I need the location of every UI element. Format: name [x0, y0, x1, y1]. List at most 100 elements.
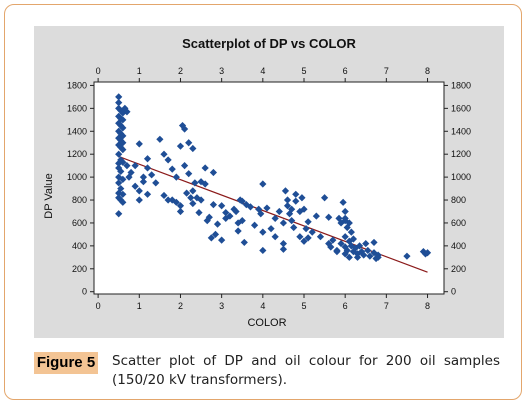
data-point — [189, 199, 197, 208]
data-point — [304, 234, 312, 242]
data-point — [345, 253, 353, 261]
data-point — [189, 187, 197, 195]
data-point — [275, 207, 283, 216]
y-tick-label-right: 0 — [451, 287, 456, 297]
x-tick-label-top: 4 — [260, 66, 265, 76]
data-point — [341, 207, 349, 216]
data-point — [115, 210, 123, 218]
x-tick-label: 1 — [137, 301, 142, 311]
data-point — [135, 140, 143, 148]
data-point — [423, 249, 432, 257]
x-tick-label: 4 — [260, 301, 265, 311]
x-tick-label-top: 0 — [96, 66, 101, 76]
data-point — [125, 173, 133, 181]
chart-panel: Scatterplot of DP vs COLOR COLOR DP Valu… — [34, 26, 504, 338]
data-point — [329, 236, 337, 244]
data-point — [349, 235, 358, 243]
data-point — [298, 194, 306, 202]
data-point — [156, 135, 164, 143]
data-point — [197, 196, 205, 204]
data-point — [135, 187, 143, 195]
data-point — [281, 187, 290, 195]
data-point — [135, 196, 143, 204]
data-point — [183, 189, 191, 197]
y-tick-label: 0 — [82, 287, 87, 297]
figure-caption: Figure 5 Scatter plot of DP and oil colo… — [34, 352, 504, 394]
data-point — [143, 155, 152, 163]
data-point — [226, 212, 234, 220]
y-tick-label: 400 — [72, 241, 87, 251]
x-axis-label: COLOR — [247, 317, 286, 329]
data-point — [285, 210, 294, 218]
data-point — [349, 248, 358, 256]
data-point — [117, 167, 125, 175]
data-point — [320, 194, 329, 202]
data-point — [191, 179, 199, 187]
data-point — [187, 194, 195, 202]
y-tick-label-right: 600 — [451, 218, 466, 228]
y-tick-label-right: 400 — [451, 241, 466, 251]
y-tick-label: 1400 — [67, 126, 87, 136]
figure-label: Figure 5 — [34, 352, 98, 374]
y-tick-label-right: 1000 — [451, 172, 471, 182]
y-tick-label: 800 — [72, 195, 87, 205]
data-point — [343, 246, 351, 255]
x-tick-label: 8 — [425, 301, 430, 311]
data-point — [325, 213, 333, 221]
data-point — [347, 242, 355, 250]
x-tick-label-top: 6 — [343, 66, 348, 76]
data-point — [218, 202, 226, 210]
data-point — [341, 233, 349, 241]
chart-title: Scatterplot of DP vs COLOR — [182, 36, 356, 51]
data-point — [160, 191, 168, 200]
y-tick-label-right: 800 — [451, 195, 466, 205]
data-point — [290, 223, 298, 232]
data-point — [213, 220, 222, 228]
data-point — [119, 190, 127, 198]
data-point — [234, 227, 242, 235]
data-point — [119, 175, 127, 184]
data-point — [296, 233, 304, 241]
data-point — [185, 139, 193, 147]
data-point — [143, 164, 152, 172]
data-point — [246, 203, 255, 211]
data-point — [160, 150, 168, 158]
data-point — [419, 248, 428, 256]
data-point — [168, 165, 176, 173]
y-tick-label: 600 — [72, 218, 87, 228]
plot-area — [93, 81, 445, 295]
y-tick-label: 1200 — [67, 149, 87, 159]
data-point — [119, 139, 127, 147]
x-tick-label-top: 2 — [178, 66, 183, 76]
x-tick-label: 5 — [301, 301, 306, 311]
data-point — [325, 239, 333, 248]
data-point — [115, 99, 123, 107]
data-point — [302, 225, 310, 233]
data-point — [176, 207, 185, 216]
data-point — [347, 228, 355, 236]
data-point — [337, 239, 345, 248]
x-tick-label: 3 — [219, 301, 224, 311]
x-tick-label: 7 — [384, 301, 389, 311]
data-point — [119, 158, 127, 166]
data-point — [232, 207, 240, 216]
data-point — [300, 205, 308, 213]
data-point — [292, 197, 300, 205]
x-tick-label: 6 — [343, 301, 348, 311]
data-point — [164, 156, 172, 164]
y-tick-label: 1800 — [67, 80, 87, 90]
y-tick-label: 1600 — [67, 103, 87, 113]
data-point — [257, 210, 265, 218]
data-point — [189, 144, 197, 153]
data-point — [304, 218, 312, 226]
x-tick-label-top: 1 — [137, 66, 142, 76]
data-point — [370, 238, 378, 247]
data-point — [176, 202, 185, 210]
data-point — [195, 209, 203, 217]
x-tick-label-top: 8 — [425, 66, 430, 76]
data-point — [201, 164, 209, 172]
data-point — [152, 179, 160, 187]
data-point — [345, 219, 353, 227]
data-point — [267, 225, 275, 233]
data-point — [119, 116, 127, 124]
